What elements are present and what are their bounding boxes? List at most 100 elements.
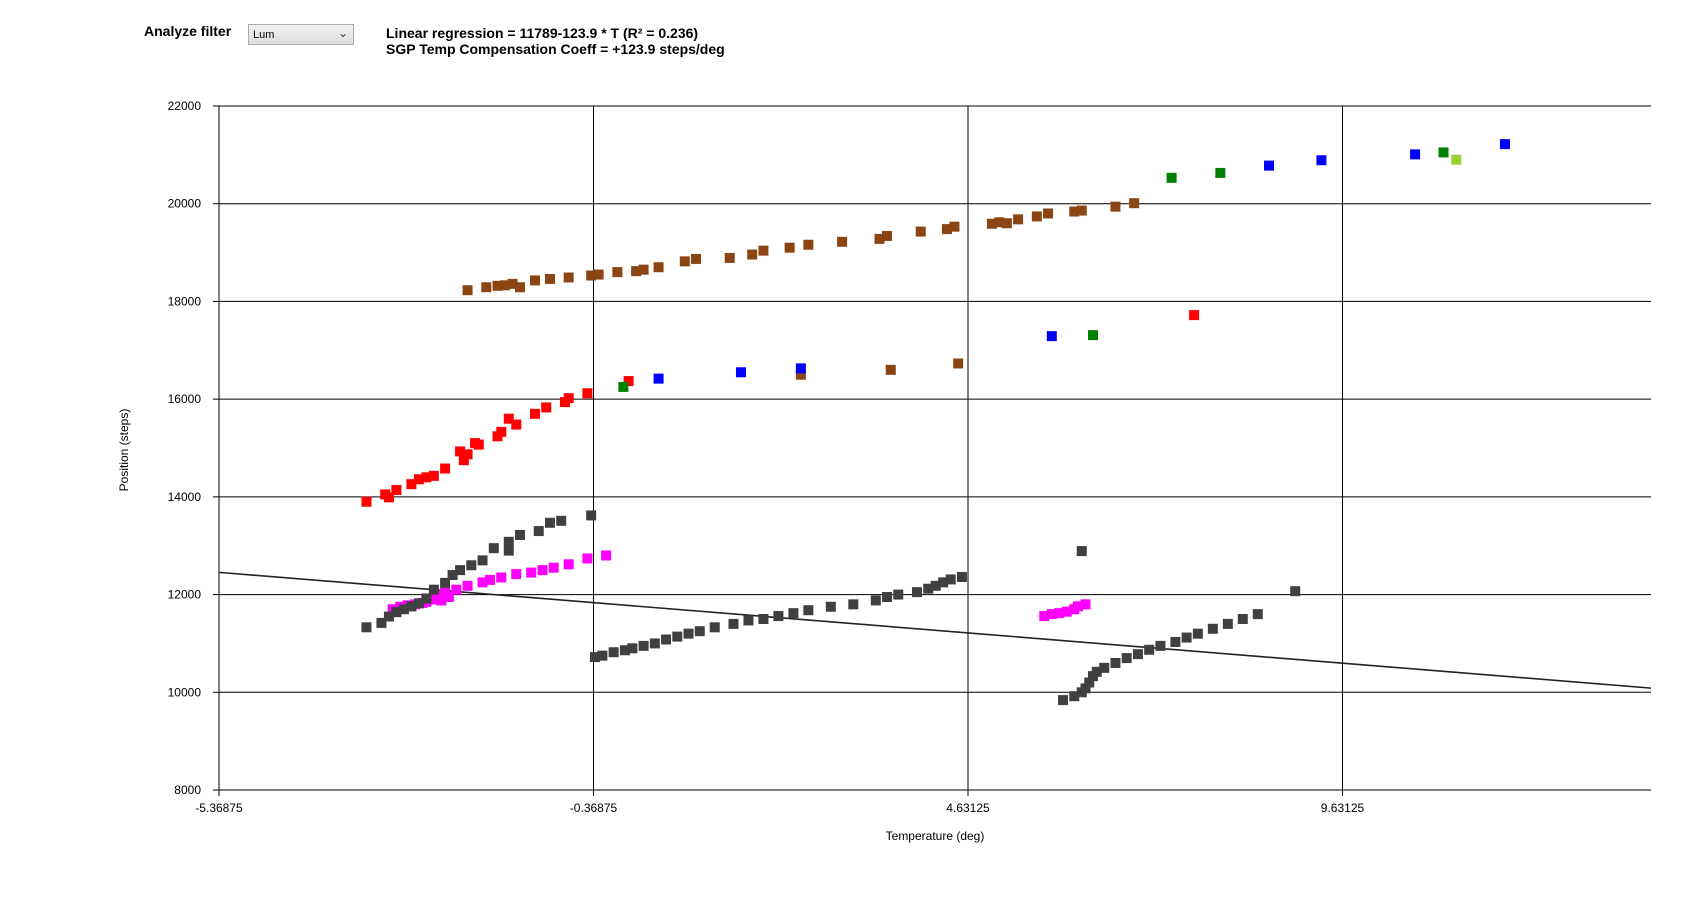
data-point [649, 638, 660, 649]
data-point [1076, 546, 1087, 557]
data-point [1132, 649, 1143, 660]
data-point [485, 574, 496, 585]
data-point [451, 584, 462, 595]
data-point [462, 580, 473, 591]
data-point [361, 622, 372, 633]
data-point [882, 592, 893, 603]
y-axis-title: Position (steps) [117, 409, 131, 492]
data-point [758, 245, 769, 256]
y-tick-label: 14000 [168, 490, 202, 504]
data-point [1080, 683, 1091, 694]
data-point [515, 282, 526, 293]
data-point [694, 626, 705, 637]
x-axis-title: Temperature (deg) [886, 829, 985, 843]
data-point [803, 239, 814, 250]
data-point [911, 587, 922, 598]
data-point [601, 550, 612, 561]
data-point [440, 577, 451, 588]
data-point [953, 358, 964, 369]
data-point [421, 593, 432, 604]
data-point [1144, 644, 1155, 655]
axis-layer [213, 105, 1651, 796]
data-point [1252, 609, 1263, 620]
data-point [1129, 198, 1140, 209]
data-point [1080, 599, 1091, 610]
data-point [1058, 695, 1069, 706]
data-point [938, 577, 949, 588]
data-point [529, 275, 540, 286]
data-point [511, 419, 522, 430]
data-point [503, 545, 514, 556]
data-point [1110, 657, 1121, 668]
data-point [1181, 632, 1192, 643]
data-point [496, 426, 507, 437]
data-point [455, 565, 466, 576]
analyze-filter-select[interactable]: Lum ⌄ [248, 24, 354, 45]
data-point [406, 479, 417, 490]
filter-selected-value: Lum [253, 29, 275, 41]
data-point [391, 607, 402, 618]
analyze-filter-label: Analyze filter [144, 23, 232, 39]
data-point [1087, 330, 1098, 341]
data-point [443, 592, 454, 603]
data-point [941, 224, 952, 235]
data-point [1121, 653, 1132, 664]
data-point [556, 515, 567, 526]
data-point [882, 230, 893, 241]
data-point [627, 643, 638, 654]
data-point [870, 595, 881, 606]
data-point [1499, 139, 1510, 150]
data-point [563, 559, 574, 570]
data-point [848, 599, 859, 610]
data-point [788, 608, 799, 619]
data-point [661, 634, 672, 645]
data-point [1192, 628, 1203, 639]
data-point [563, 393, 574, 404]
regression-equation: Linear regression = 11789-123.9 * T (R² … [386, 25, 699, 41]
data-point [653, 262, 664, 273]
data-point [1451, 154, 1462, 165]
data-point [473, 439, 484, 450]
data-point [1001, 218, 1012, 229]
data-point [672, 631, 683, 642]
data-point [582, 553, 593, 564]
data-point [795, 363, 806, 374]
data-point [503, 413, 514, 424]
data-point [515, 529, 526, 540]
data-point [462, 285, 473, 296]
data-point [619, 645, 630, 656]
data-point [608, 647, 619, 658]
data-point [428, 470, 439, 481]
data-point [683, 628, 694, 639]
data-point [773, 611, 784, 622]
data-point [1170, 636, 1181, 647]
data-point [784, 242, 795, 253]
data-point [949, 221, 960, 232]
data-point [537, 565, 548, 576]
temp-compensation-coeff: SGP Temp Compensation Coeff = +123.9 ste… [386, 41, 725, 57]
data-point [747, 249, 758, 260]
data-point [541, 402, 552, 413]
data-point [496, 572, 507, 583]
data-point [391, 485, 402, 496]
data-point [529, 408, 540, 419]
data-point [458, 455, 469, 466]
data-point [1031, 211, 1042, 222]
data-point [440, 463, 451, 474]
x-tick-label: -0.36875 [570, 801, 618, 815]
data-point [492, 280, 503, 291]
data-point [1054, 608, 1065, 619]
data-point [526, 567, 537, 578]
data-point [653, 373, 664, 384]
data-point [1043, 208, 1054, 219]
data-point [455, 446, 466, 457]
data-point [1189, 310, 1200, 321]
data-point [507, 278, 518, 289]
data-point [1290, 586, 1301, 597]
data-point [406, 601, 417, 612]
data-point [597, 650, 608, 661]
y-tick-label: 8000 [174, 783, 201, 797]
data-point [462, 449, 473, 460]
data-point [1264, 160, 1275, 171]
data-point [795, 369, 806, 380]
